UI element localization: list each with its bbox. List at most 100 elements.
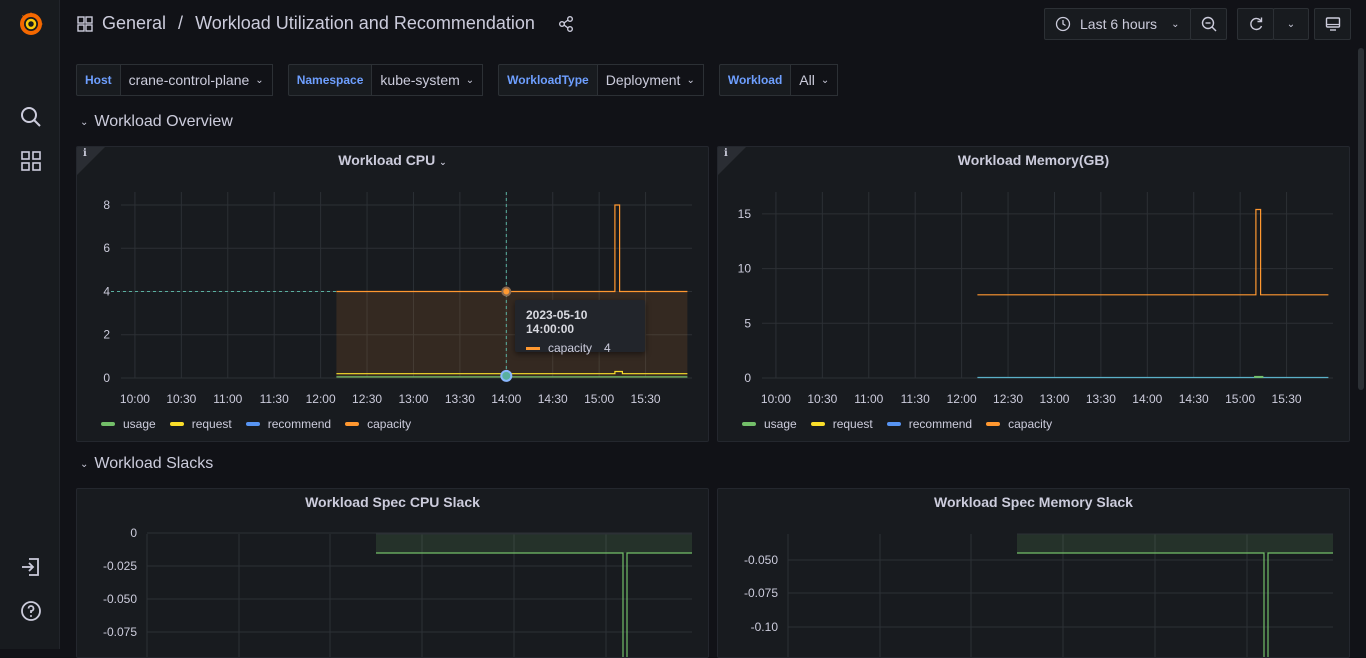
panel-memory-slack[interactable]: Workload Spec Memory Slack -0.050 -0.075-… <box>717 488 1350 658</box>
x-tick-label: 13:00 <box>1039 392 1069 406</box>
chart-memory-slack[interactable]: -0.050 -0.075 -0.10 <box>718 489 1350 658</box>
panel-title[interactable]: Workload Memory(GB) <box>957 152 1110 168</box>
search-icon[interactable] <box>19 105 43 129</box>
series-line-slack <box>1017 552 1333 657</box>
legend-label: capacity <box>1008 417 1053 431</box>
x-tick-label: 10:00 <box>120 392 150 406</box>
legend-item-usage[interactable]: usage <box>742 417 797 431</box>
chevron-down-icon: ⌄ <box>1286 18 1296 30</box>
legend-label: usage <box>123 417 156 431</box>
breadcrumb-separator: / <box>178 13 184 33</box>
variable-value-namespace: kube-system <box>380 72 460 88</box>
panel-title[interactable]: Workload Spec CPU Slack <box>305 494 480 510</box>
dashboard-grid-icon <box>77 15 93 32</box>
y-tick-label: -0.050 <box>744 553 778 567</box>
variable-select-workloadtype[interactable]: Deployment ⌄ <box>597 64 704 96</box>
series-line-slack <box>376 552 692 657</box>
side-nav <box>0 0 60 649</box>
panel-info-corner[interactable]: i <box>77 147 105 175</box>
time-range-picker[interactable]: Last 6 hours ⌄ <box>1044 8 1191 40</box>
x-tick-label: 13:00 <box>398 392 428 406</box>
legend-item-request[interactable]: request <box>169 417 232 431</box>
tooltip-swatch <box>526 346 540 350</box>
hover-point-usage <box>500 369 513 382</box>
chart-workload-memory[interactable]: 10:00 10:30 11:00 11:30 12:00 12:30 13:00 13:30… <box>718 147 1350 407</box>
row-title: Workload Overview <box>94 113 233 130</box>
breadcrumb-folder[interactable]: General <box>102 13 167 33</box>
tv-mode-button[interactable] <box>1314 8 1351 40</box>
legend: usage request recommend capacity <box>101 417 425 431</box>
y-tick-label: 0 <box>744 371 751 385</box>
legend-item-capacity[interactable]: capacity <box>986 417 1052 431</box>
chevron-down-icon: ⌄ <box>686 74 695 86</box>
y-tick-label: 6 <box>103 241 110 255</box>
y-tick-label: -0.050 <box>103 592 137 606</box>
row-title: Workload Slacks <box>94 455 214 472</box>
chevron-down-icon: ⌄ <box>255 74 264 86</box>
slack-fill <box>376 534 692 553</box>
x-tick-label: 12:30 <box>993 392 1023 406</box>
legend-item-capacity[interactable]: capacity <box>345 417 411 431</box>
panel-title[interactable]: Workload Spec Memory Slack <box>934 494 1133 510</box>
legend-item-usage[interactable]: usage <box>101 417 156 431</box>
y-tick-label: -0.075 <box>744 586 778 600</box>
zoom-out-button[interactable] <box>1190 8 1227 40</box>
variable-select-host[interactable]: crane-control-plane ⌄ <box>120 64 273 96</box>
panel-title[interactable]: Workload CPU ⌄ <box>77 152 708 168</box>
dashboard-title[interactable]: Workload Utilization and Recommendation <box>195 13 535 33</box>
x-tick-label: 14:30 <box>1179 392 1209 406</box>
legend-label: recommend <box>908 417 973 431</box>
variables-bar: Host crane-control-plane ⌄ Namespace kube… <box>76 64 853 96</box>
monitor-icon <box>1325 17 1340 31</box>
panel-workload-memory[interactable]: i Workload Memory(GB) 10:00 10:30 11:00 11:… <box>717 146 1350 442</box>
row-workload-slacks[interactable]: ⌄ Workload Slacks <box>80 455 213 473</box>
x-tick-label: 12:30 <box>352 392 382 406</box>
chart-cpu-slack[interactable]: 0 -0.025 -0.050 -0.075 <box>77 489 709 658</box>
refresh-interval-button[interactable]: ⌄ <box>1273 8 1309 40</box>
info-icon: i <box>83 148 87 159</box>
panel-title-text: Workload CPU <box>338 152 436 168</box>
y-tick-label: 8 <box>103 198 110 212</box>
chevron-down-icon: ⌄ <box>820 74 830 86</box>
sign-in-icon[interactable] <box>19 555 43 579</box>
variable-label-host: Host <box>76 64 121 96</box>
y-tick-label: -0.075 <box>103 625 137 639</box>
grafana-logo-icon[interactable] <box>18 11 44 37</box>
legend-item-recommend[interactable]: recommend <box>245 417 331 431</box>
legend-item-recommend[interactable]: recommend <box>886 417 973 431</box>
tooltip-value: 4 <box>604 341 611 355</box>
dashboards-icon[interactable] <box>19 149 43 173</box>
x-tick-label: 15:00 <box>584 392 614 406</box>
x-tick-label: 11:30 <box>901 392 930 406</box>
info-icon: i <box>724 148 728 159</box>
series-line-capacity <box>977 208 1329 296</box>
x-tick-label: 12:00 <box>306 392 336 406</box>
scrollbar[interactable] <box>1358 48 1364 390</box>
variable-select-workload[interactable]: All ⌄ <box>791 64 839 96</box>
variable-value-workload: All <box>799 72 815 88</box>
help-icon[interactable] <box>19 599 43 623</box>
legend-label: usage <box>764 417 797 431</box>
panel-info-corner[interactable]: i <box>718 147 746 175</box>
hover-point-capacity <box>501 286 512 297</box>
chevron-down-icon: ⌄ <box>465 74 475 86</box>
series-line-request <box>336 370 688 375</box>
refresh-icon <box>1249 17 1262 31</box>
slack-fill <box>1017 534 1333 553</box>
x-tick-label: 10:30 <box>807 392 837 406</box>
variable-select-namespace[interactable]: kube-system ⌄ <box>372 64 484 96</box>
series-line-capacity <box>336 204 688 293</box>
chart-workload-cpu[interactable]: 10:00 10:30 11:00 11:30 12:00 12:30 13:00 13:30… <box>77 147 709 407</box>
x-tick-label: 15:30 <box>1272 392 1302 406</box>
y-tick-label: -0.025 <box>103 559 137 573</box>
y-tick-label: 0 <box>130 526 137 540</box>
legend-label: request <box>832 417 873 431</box>
panel-cpu-slack[interactable]: Workload Spec CPU Slack 0 -0.025 -0.050 -0.… <box>76 488 709 658</box>
panel-workload-cpu[interactable]: i Workload CPU ⌄ 10:00 10:30 11:00 11:30 12:… <box>76 146 709 442</box>
row-workload-overview[interactable]: ⌄ Workload Overview <box>80 113 233 131</box>
x-tick-label: 10:00 <box>761 392 791 406</box>
share-icon[interactable] <box>557 15 575 33</box>
refresh-button[interactable] <box>1237 8 1274 40</box>
legend-item-request[interactable]: request <box>810 417 873 431</box>
y-tick-label: -0.10 <box>751 620 779 634</box>
